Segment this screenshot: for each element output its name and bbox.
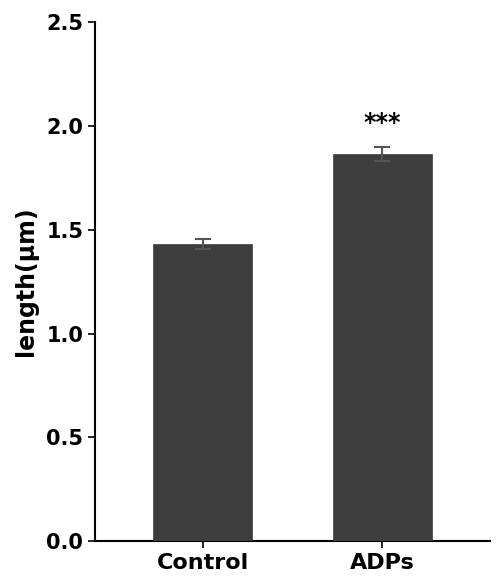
Text: ***: *** <box>363 111 401 135</box>
Bar <box>153 244 252 541</box>
Bar <box>333 154 432 541</box>
Y-axis label: length(μm): length(μm) <box>14 207 38 356</box>
